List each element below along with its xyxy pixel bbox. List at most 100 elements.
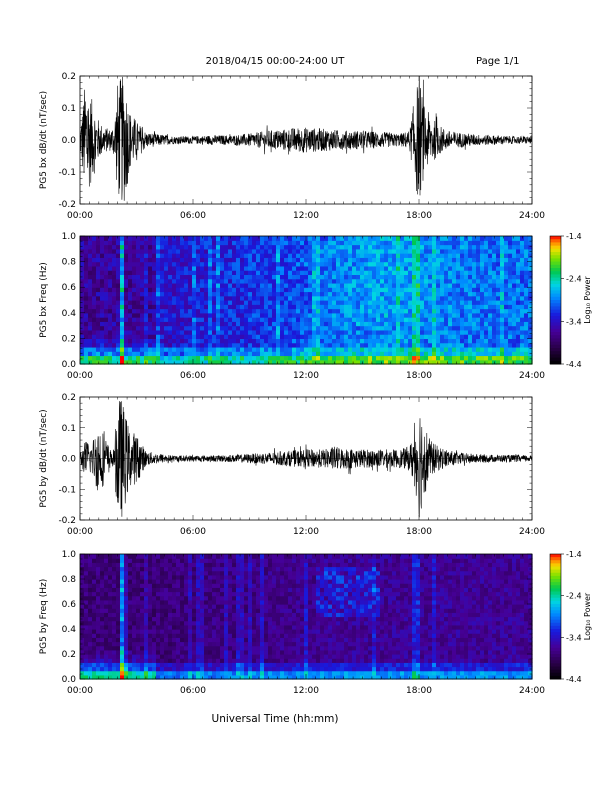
spectrogram-cell: [204, 666, 209, 672]
spectrogram-cell: [364, 334, 369, 339]
spectrogram-cell: [220, 604, 225, 609]
spectrogram-cell: [212, 338, 217, 344]
spectrogram-cell: [288, 253, 293, 258]
x-tick-label: 18:00: [406, 527, 432, 537]
spectrogram-cell: [368, 287, 373, 293]
spectrogram-cell: [176, 574, 181, 580]
spectrogram-cell: [128, 658, 133, 663]
spectrogram-cell: [344, 257, 349, 263]
spectrogram-cell: [164, 608, 169, 613]
spectrogram-cell: [136, 325, 141, 331]
spectrogram-cell: [128, 308, 133, 314]
spectrogram-cell: [176, 253, 181, 258]
spectrogram-cell: [104, 355, 109, 361]
spectrogram-cell: [460, 253, 465, 258]
spectrogram-cell: [136, 579, 141, 584]
spectrogram-cell: [104, 270, 109, 275]
spectrogram-cell: [112, 300, 117, 305]
spectrogram-cell: [364, 325, 369, 331]
spectrogram-cell: [140, 629, 145, 634]
spectrogram-cell: [348, 317, 353, 322]
spectrogram-cell: [140, 670, 145, 676]
spectrogram-cell: [180, 287, 185, 293]
spectrogram-cell: [184, 654, 189, 659]
spectrogram-cell: [192, 558, 197, 563]
spectrogram-cell: [496, 355, 501, 361]
spectrogram-cell: [196, 261, 201, 267]
spectrogram-cell: [120, 608, 125, 613]
spectrogram-cell: [136, 312, 141, 318]
spectrogram-cell: [320, 244, 325, 250]
spectrogram-cell: [444, 295, 449, 301]
spectrogram-cell: [416, 342, 421, 348]
spectrogram-cell: [512, 278, 517, 284]
spectrogram-cell: [84, 236, 89, 241]
spectrogram-cell: [180, 608, 185, 613]
spectrogram-cell: [192, 633, 197, 638]
spectrogram-cell: [168, 566, 173, 572]
spectrogram-cell: [88, 282, 93, 288]
spectrogram-cell: [468, 329, 473, 335]
spectrogram-cell: [488, 244, 493, 250]
spectrogram-cell: [392, 304, 397, 310]
spectrogram-cell: [128, 616, 133, 622]
spectrogram-cell: [328, 308, 333, 314]
spectrogram-cell: [432, 240, 437, 246]
spectrogram-cell: [92, 334, 97, 339]
spectrogram-cell: [520, 265, 525, 271]
spectrogram-cell: [144, 236, 149, 241]
spectrogram-cell: [220, 591, 225, 597]
spectrogram-cell: [120, 624, 125, 630]
spectrogram-cell: [124, 566, 129, 572]
spectrogram-cell: [180, 240, 185, 246]
spectrogram-cell: [372, 321, 377, 327]
spectrogram-cell: [488, 321, 493, 327]
spectrogram-cell: [220, 599, 225, 605]
spectrogram-cell: [156, 338, 161, 344]
spectrogram-cell: [504, 274, 509, 280]
spectrogram-cell: [208, 342, 213, 348]
spectrogram-cell: [244, 317, 249, 322]
spectrogram-cell: [288, 334, 293, 339]
spectrogram-cell: [172, 633, 177, 638]
spectrogram-cell: [336, 291, 341, 297]
spectrogram-cell: [328, 304, 333, 310]
spectrogram-cell: [292, 304, 297, 310]
spectrogram-cell: [212, 645, 217, 651]
spectrogram-cell: [132, 566, 137, 572]
spectrogram-cell: [176, 591, 181, 597]
spectrogram-cell: [368, 346, 373, 352]
spectrogram-cell: [388, 359, 393, 365]
spectrogram-cell: [208, 248, 213, 254]
spectrogram-cell: [464, 342, 469, 348]
spectrogram-cell: [184, 342, 189, 348]
spectrogram-cell: [184, 321, 189, 327]
spectrogram-cell: [288, 278, 293, 284]
spectrogram-cell: [84, 317, 89, 322]
spectrogram-cell: [100, 248, 105, 254]
spectrogram-cell: [140, 620, 145, 626]
spectrogram-cell: [392, 240, 397, 246]
spectrogram-cell: [128, 338, 133, 344]
spectrogram-cell: [212, 236, 217, 241]
spectrogram-cell: [208, 637, 213, 643]
spectrogram-cell: [268, 312, 273, 318]
spectrogram-cell: [112, 620, 117, 626]
spectrogram-cell: [292, 265, 297, 271]
spectrogram-cell: [388, 304, 393, 310]
spectrogram-cell: [384, 312, 389, 318]
spectrogram-cell: [172, 321, 177, 327]
spectrogram-cell: [476, 312, 481, 318]
spectrogram-cell: [196, 244, 201, 250]
spectrogram-cell: [100, 558, 105, 563]
spectrogram-cell: [116, 662, 121, 668]
spectrogram-cell: [232, 334, 237, 339]
spectrogram-cell: [92, 658, 97, 663]
spectrogram-cell: [232, 291, 237, 297]
spectrogram-cell: [148, 240, 153, 246]
spectrogram-cell: [116, 359, 121, 365]
spectrogram-cell: [160, 658, 165, 663]
spectrogram-cell: [300, 261, 305, 267]
spectrogram-cell: [212, 317, 217, 322]
spectrogram-cell: [456, 240, 461, 246]
